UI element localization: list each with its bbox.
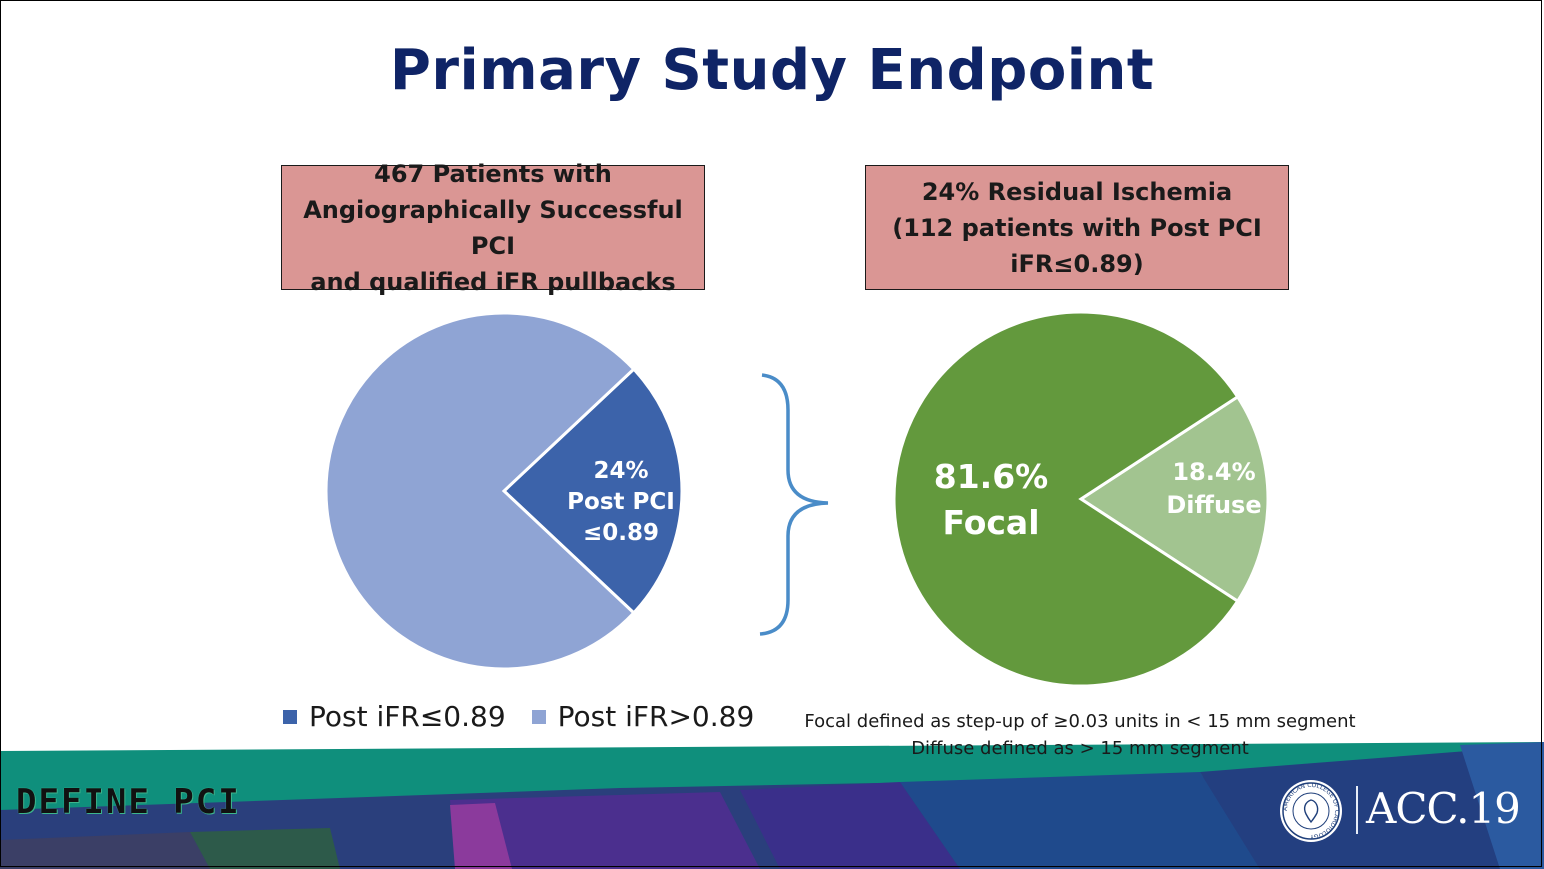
acc-seal-icon: AMERICAN COLLEGE OF CARDIOLOGY	[1280, 780, 1342, 842]
banner-band-deep	[1200, 745, 1544, 869]
pie-slice-diffuse	[1078, 394, 1270, 604]
slide-title: Primary Study Endpoint	[389, 38, 1155, 103]
legend-left-pie: Post iFR≤0.89 Post iFR>0.89	[283, 700, 780, 733]
pie-chart-focal-diffuse: 18.4% Diffuse 81.6% Focal	[892, 310, 1270, 688]
define-pci-logo: DEFINE PCI	[16, 782, 241, 822]
banner-band-slate	[0, 832, 210, 869]
curly-brace	[759, 373, 829, 636]
pie-slice-post-ifr-0-89	[324, 311, 636, 671]
banner-band-blue	[900, 772, 1260, 869]
banner-band-magenta	[450, 803, 512, 869]
pie-label-diffuse-line-1: 18.4%	[1172, 458, 1255, 486]
footnote: Focal defined as step-up of ≥0.03 units …	[790, 708, 1370, 762]
pie-label-focal-line-1: 81.6%	[934, 457, 1049, 496]
right-summary-box: 24% Residual Ischemia (112 patients with…	[865, 165, 1289, 290]
acc19-logo-text: ACC.19	[1366, 784, 1521, 833]
banner-band-violet	[740, 782, 960, 869]
pie-slice-focal	[892, 310, 1240, 688]
pie-slice-post-ifr-0-89	[501, 367, 684, 615]
pie-label-focal-line-2: Focal	[942, 503, 1039, 542]
footnote-line-2: Diffuse defined as > 15 mm segment	[911, 738, 1249, 759]
right-box-line-2: (112 patients with Post PCI	[892, 213, 1262, 242]
pie-label-diffuse-line-2: Diffuse	[1166, 491, 1261, 519]
legend-swatch-post-ifr-le	[283, 709, 297, 724]
pie-label-post-ifr-0-89-line-2: Post PCI	[567, 489, 675, 515]
pie-label-post-ifr-0-89-line-3: ≤0.89	[583, 520, 659, 546]
left-box-line-2: Angiographically Successful PCI	[303, 195, 683, 260]
legend-entry-post-ifr-gt: Post iFR>0.89	[531, 700, 755, 733]
right-box-line-3: iFR≤0.89)	[1010, 249, 1144, 278]
pie-label-post-ifr-0-89-line-1: 24%	[593, 458, 648, 484]
pie-chart-residual-ischemia: 24% Post PCI ≤0.89	[324, 311, 684, 671]
legend-swatch-post-ifr-gt	[531, 709, 546, 724]
left-summary-box: 467 Patients with Angiographically Succe…	[281, 160, 705, 296]
banner-band-green	[190, 828, 340, 869]
left-box-line-1: 467 Patients with	[374, 159, 612, 188]
acc-divider	[1356, 786, 1358, 834]
left-box-line-3: and qualified iFR pullbacks	[310, 267, 676, 296]
bottom-banner	[0, 742, 1544, 869]
legend-label-post-ifr-le: Post iFR≤0.89	[309, 700, 506, 733]
legend-entry-post-ifr-le: Post iFR≤0.89	[283, 700, 506, 733]
footnote-line-1: Focal defined as step-up of ≥0.03 units …	[804, 711, 1356, 732]
banner-band-steel	[1460, 742, 1544, 869]
legend-label-post-ifr-gt: Post iFR>0.89	[557, 700, 755, 733]
banner-band-purple	[450, 792, 760, 869]
right-box-line-1: 24% Residual Ischemia	[921, 177, 1233, 206]
